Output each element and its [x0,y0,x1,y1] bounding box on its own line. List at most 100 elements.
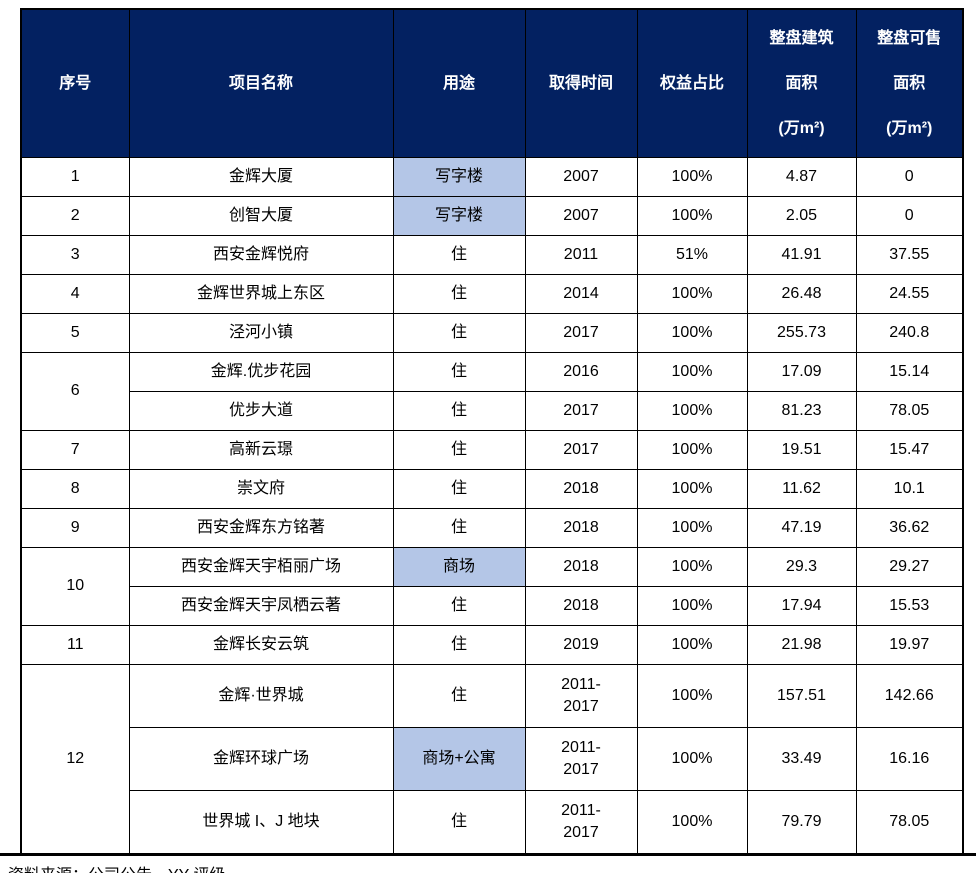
table-row: 3 西安金辉悦府住 2011 51% 41.91 37.55 [20,235,964,275]
cell-project-name: 金辉世界城上东区 [128,274,394,314]
cell-equity-ratio: 100% [636,430,748,470]
column-header-project-name: 项目名称 [128,8,394,158]
cell-equity-ratio: 51% [636,235,748,275]
cell-acquired-time: 2019 [524,625,638,665]
cell-project-name: 优步大道 [128,391,394,431]
cell-seq-no: 9 [20,508,130,548]
cell-total-gfa: 33.49 [746,727,857,791]
cell-acquired-time: 2011 [524,235,638,275]
table-row: 11 金辉长安云筑住 2019 100% 21.98 19.97 [20,625,964,665]
cell-equity-ratio: 100% [636,196,748,236]
cell-sellable-area: 0 [855,196,964,236]
cell-total-gfa: 21.98 [746,625,857,665]
column-header-usage: 用途 [392,8,526,158]
cell-seq-no: 1 [20,157,130,197]
table-row: 1 金辉大厦 写字楼 2007 100% 4.87 0 [20,157,964,197]
cell-usage: 商场 [392,547,526,587]
table-row: 优步大道住 2017 100% 81.23 78.05 [21,391,964,431]
cell-usage: 住 [392,430,526,470]
cell-acquired-time: 2014 [524,274,638,314]
column-header-equity-ratio: 权益占比 [636,8,748,158]
cell-equity-ratio: 100% [636,790,748,855]
cell-sellable-area: 78.05 [855,391,964,431]
cell-total-gfa: 17.94 [746,586,857,626]
cell-sellable-area: 142.66 [855,664,964,728]
cell-equity-ratio: 100% [636,469,748,509]
cell-project-name: 泾河小镇 [128,313,394,353]
cell-total-gfa: 17.09 [746,352,857,392]
cell-usage: 住 [392,508,526,548]
cell-acquired-time: 2018 [524,469,638,509]
cell-equity-ratio: 100% [636,586,748,626]
table-row: 10 西安金辉天宇栢丽广场 商场 2018 100% 29.3 29.27 [20,547,964,626]
cell-usage: 写字楼 [392,157,526,197]
cell-project-name: 金辉环球广场 [128,727,394,791]
cell-usage: 住 [392,352,526,392]
table-row: 世界城 I、J 地块住 2011- 2017 100% 79.79 78.05 [21,790,964,855]
cell-project-name: 西安金辉东方铭著 [128,508,394,548]
cell-sellable-area: 0 [855,157,964,197]
cell-equity-ratio: 100% [636,625,748,665]
cell-sellable-area: 16.16 [855,727,964,791]
table-row: 金辉环球广场 商场+公寓 2011- 2017 100% 33.49 16.16 [21,727,964,791]
cell-acquired-time: 2018 [524,508,638,548]
header-row: 序号 项目名称 用途 取得时间 权益占比 整盘建筑 面积 (万m²) 整盘可售 面积 (万m… [20,8,964,158]
cell-project-name: 金辉.优步花园 [128,352,394,392]
cell-sellable-area: 19.97 [855,625,964,665]
projects-table: 序号 项目名称 用途 取得时间 权益占比 整盘建筑 面积 (万m²) 整盘可售 面积 (万m… [20,8,964,855]
table-row: 12 金辉·世界城住 2011- 2017 100% 157.51 142.66 [20,664,964,855]
cell-sellable-area: 36.62 [855,508,964,548]
cell-acquired-time: 2017 [524,430,638,470]
cell-equity-ratio: 100% [636,157,748,197]
cell-project-name: 西安金辉悦府 [128,235,394,275]
cell-acquired-time: 2011- 2017 [524,790,638,855]
cell-sellable-area: 29.27 [855,547,964,587]
cell-total-gfa: 47.19 [746,508,857,548]
cell-acquired-time: 2011- 2017 [524,664,638,728]
table-row: 西安金辉天宇凤栖云著住 2018 100% 17.94 15.53 [21,586,964,626]
cell-usage: 住 [392,469,526,509]
cell-sellable-area: 37.55 [855,235,964,275]
column-header-sellable-area: 整盘可售 面积 (万m²) [855,8,964,158]
cell-total-gfa: 157.51 [746,664,857,728]
cell-total-gfa: 2.05 [746,196,857,236]
table-row: 8 崇文府住 2018 100% 11.62 10.1 [20,469,964,509]
cell-seq-no: 7 [20,430,130,470]
cell-equity-ratio: 100% [636,727,748,791]
table-body: 1 金辉大厦 写字楼 2007 100% 4.87 0 2 创智大厦 写字楼 2007 100% 2.0… [20,157,964,855]
cell-usage: 住 [392,313,526,353]
cell-sellable-area: 24.55 [855,274,964,314]
cell-project-name: 创智大厦 [128,196,394,236]
cell-project-name: 金辉长安云筑 [128,625,394,665]
table-row: 4 金辉世界城上东区住 2014 100% 26.48 24.55 [20,274,964,314]
cell-equity-ratio: 100% [636,274,748,314]
cell-seq-no: 8 [20,469,130,509]
table-row: 9 西安金辉东方铭著住 2018 100% 47.19 36.62 [20,508,964,548]
cell-usage: 住 [392,235,526,275]
cell-sellable-area: 10.1 [855,469,964,509]
cell-usage: 住 [392,391,526,431]
cell-sellable-area: 240.8 [855,313,964,353]
cell-seq-no: 12 [20,664,130,855]
cell-seq-no: 2 [20,196,130,236]
cell-equity-ratio: 100% [636,391,748,431]
cell-total-gfa: 81.23 [746,391,857,431]
table-row: 2 创智大厦 写字楼 2007 100% 2.05 0 [20,196,964,236]
cell-total-gfa: 26.48 [746,274,857,314]
cell-total-gfa: 41.91 [746,235,857,275]
data-source-label: 资料来源：公司公告，YY 评级 [8,867,226,873]
cell-seq-no: 11 [20,625,130,665]
table-row: 5 泾河小镇住 2017 100% 255.73 240.8 [20,313,964,353]
table-row: 7 高新云璟住 2017 100% 19.51 15.47 [20,430,964,470]
cell-seq-no: 10 [20,547,130,626]
cell-equity-ratio: 100% [636,352,748,392]
cell-acquired-time: 2011- 2017 [524,727,638,791]
cell-usage: 商场+公寓 [392,727,526,791]
cell-usage: 写字楼 [392,196,526,236]
cell-sellable-area: 15.47 [855,430,964,470]
cell-acquired-time: 2016 [524,352,638,392]
cell-seq-no: 3 [20,235,130,275]
cell-project-name: 西安金辉天宇栢丽广场 [128,547,394,587]
cell-acquired-time: 2007 [524,157,638,197]
cell-acquired-time: 2007 [524,196,638,236]
